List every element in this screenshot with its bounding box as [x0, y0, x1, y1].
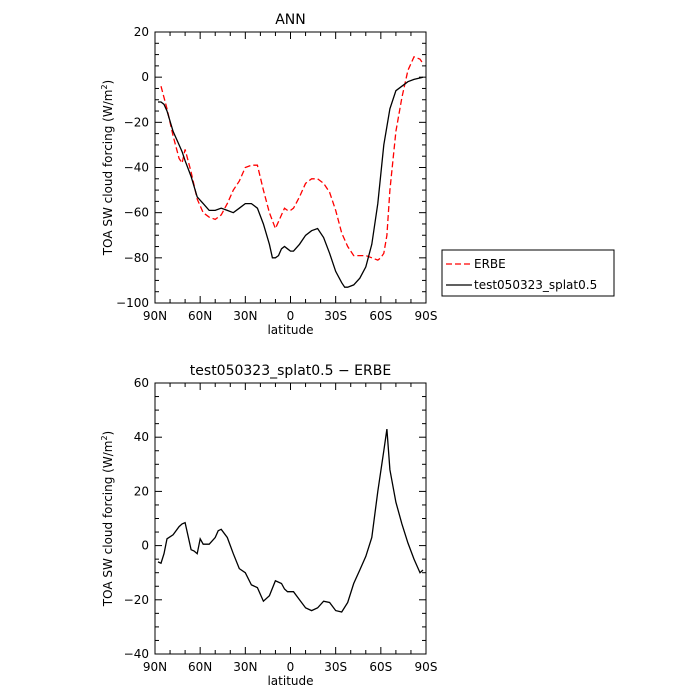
y-tick-label: 20	[134, 25, 149, 39]
y-tick-label: 60	[134, 376, 149, 390]
x-tick-label: 30N	[233, 660, 257, 674]
x-tick-label: 30S	[324, 309, 347, 323]
x-tick-label: 30N	[233, 309, 257, 323]
x-tick-label: 0	[287, 309, 295, 323]
y-tick-label: −20	[124, 593, 149, 607]
y-axis-label: TOA SW cloud forcing (W/m2)	[100, 80, 115, 256]
y-tick-label: 0	[141, 70, 149, 84]
y-axis-label-end: )	[101, 431, 115, 436]
y-tick-label: 20	[134, 484, 149, 498]
y-tick-label: −60	[124, 206, 149, 220]
y-axis-label-superscript: 2	[100, 435, 109, 440]
legend-label-1: test050323_splat0.5	[474, 278, 597, 292]
x-tick-label: 30S	[324, 660, 347, 674]
legend-box	[441, 249, 615, 297]
series-line-0	[160, 55, 424, 261]
chart-title: ANN	[275, 12, 306, 28]
x-tick-label: 90S	[415, 660, 438, 674]
plot-frame	[154, 382, 427, 655]
y-tick-label: −100	[116, 296, 149, 310]
x-tick-label: 60S	[369, 660, 392, 674]
y-tick-label: −20	[124, 115, 149, 129]
plot-frame	[154, 31, 427, 304]
series-line-0	[157, 429, 424, 613]
x-tick-label: 60N	[188, 309, 212, 323]
x-tick-label: 60S	[369, 309, 392, 323]
y-tick-label: −40	[124, 647, 149, 661]
y-tick-label: −40	[124, 161, 149, 175]
x-tick-label: 0	[287, 660, 295, 674]
bottom-panel: 90N 60N 30N 0 30S 60S 90S 60 40 20 0 −20 −40 test0503…	[100, 363, 437, 688]
top-panel: 90N 60N 30N 0 30S 60S 90S 20 0 −20 −40 −60 −80 −100 AN…	[100, 12, 615, 337]
y-axis-label-superscript: 2	[100, 84, 109, 89]
y-axis-label: TOA SW cloud forcing (W/m2)	[100, 431, 115, 607]
x-tick-label: 90N	[143, 309, 167, 323]
series-line-1	[158, 76, 424, 288]
y-axis-label-main: TOA SW cloud forcing (W/m	[101, 90, 115, 257]
y-tick-label: 0	[141, 539, 149, 553]
legend: ERBE test050323_splat0.5	[441, 249, 615, 297]
legend-label-0: ERBE	[474, 257, 506, 271]
x-axis-label: latitude	[267, 674, 313, 688]
y-tick-label: 40	[134, 430, 149, 444]
y-tick-label: −80	[124, 251, 149, 265]
x-tick-label: 90S	[415, 309, 438, 323]
x-tick-label: 90N	[143, 660, 167, 674]
x-tick-label: 60N	[188, 660, 212, 674]
x-axis-label: latitude	[267, 323, 313, 337]
y-axis-label-end: )	[101, 80, 115, 85]
y-axis-label-main: TOA SW cloud forcing (W/m	[101, 441, 115, 608]
chart-title: test050323_splat0.5 − ERBE	[190, 363, 391, 379]
